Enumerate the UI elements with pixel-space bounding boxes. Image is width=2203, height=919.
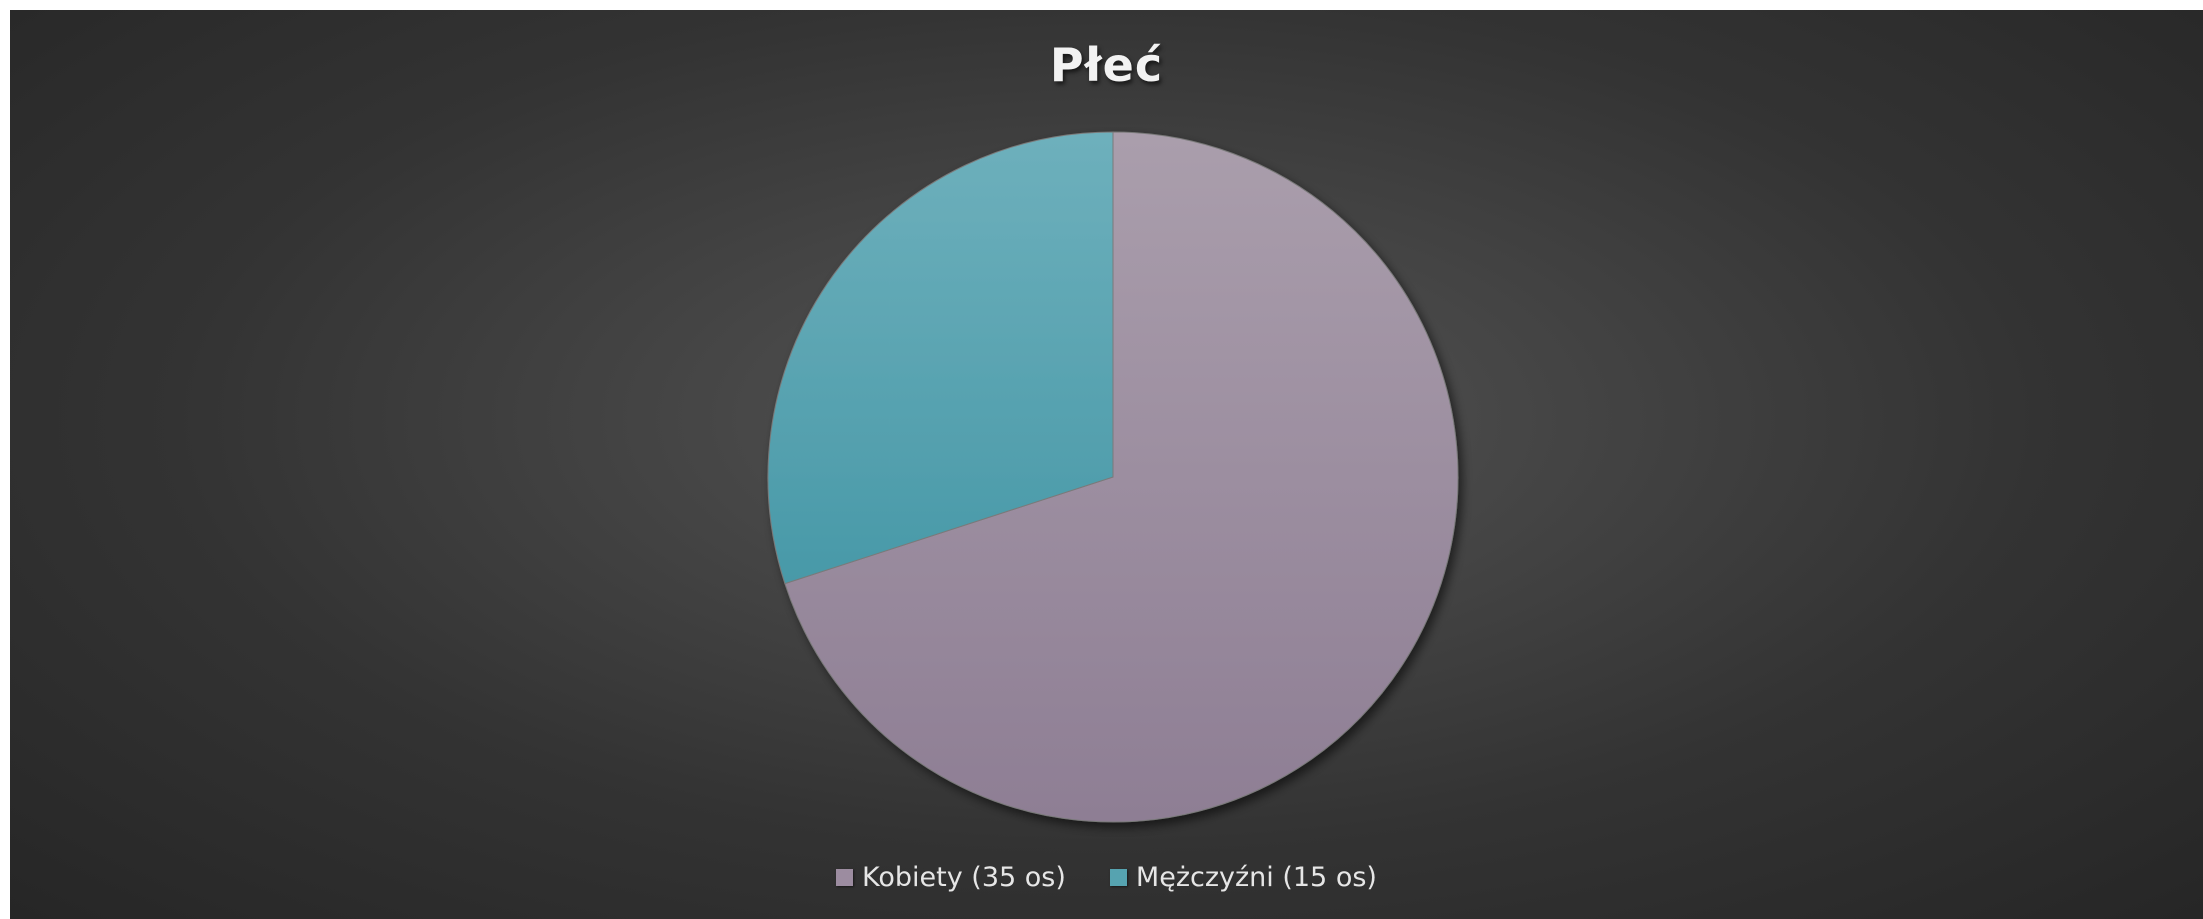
chart-area: Płeć Kobiety (35 os) Mężczyźni (15 os): [10, 10, 2203, 919]
legend-swatch-mezczyzni: [1109, 869, 1127, 886]
pie-chart: [767, 131, 1459, 823]
pie-slice-mezczyzni: [767, 131, 1114, 585]
legend-item-kobiety: Kobiety (35 os): [836, 862, 1066, 893]
legend: Kobiety (35 os) Mężczyźni (15 os): [10, 862, 2203, 893]
legend-label-kobiety: Kobiety (35 os): [862, 862, 1066, 893]
legend-label-mezczyzni: Mężczyźni (15 os): [1135, 862, 1377, 893]
legend-item-mezczyzni: Mężczyźni (15 os): [1109, 862, 1377, 893]
legend-swatch-kobiety: [836, 869, 854, 886]
chart-title: Płeć: [1049, 38, 1164, 92]
pie-slice-kobiety: [784, 131, 1459, 823]
